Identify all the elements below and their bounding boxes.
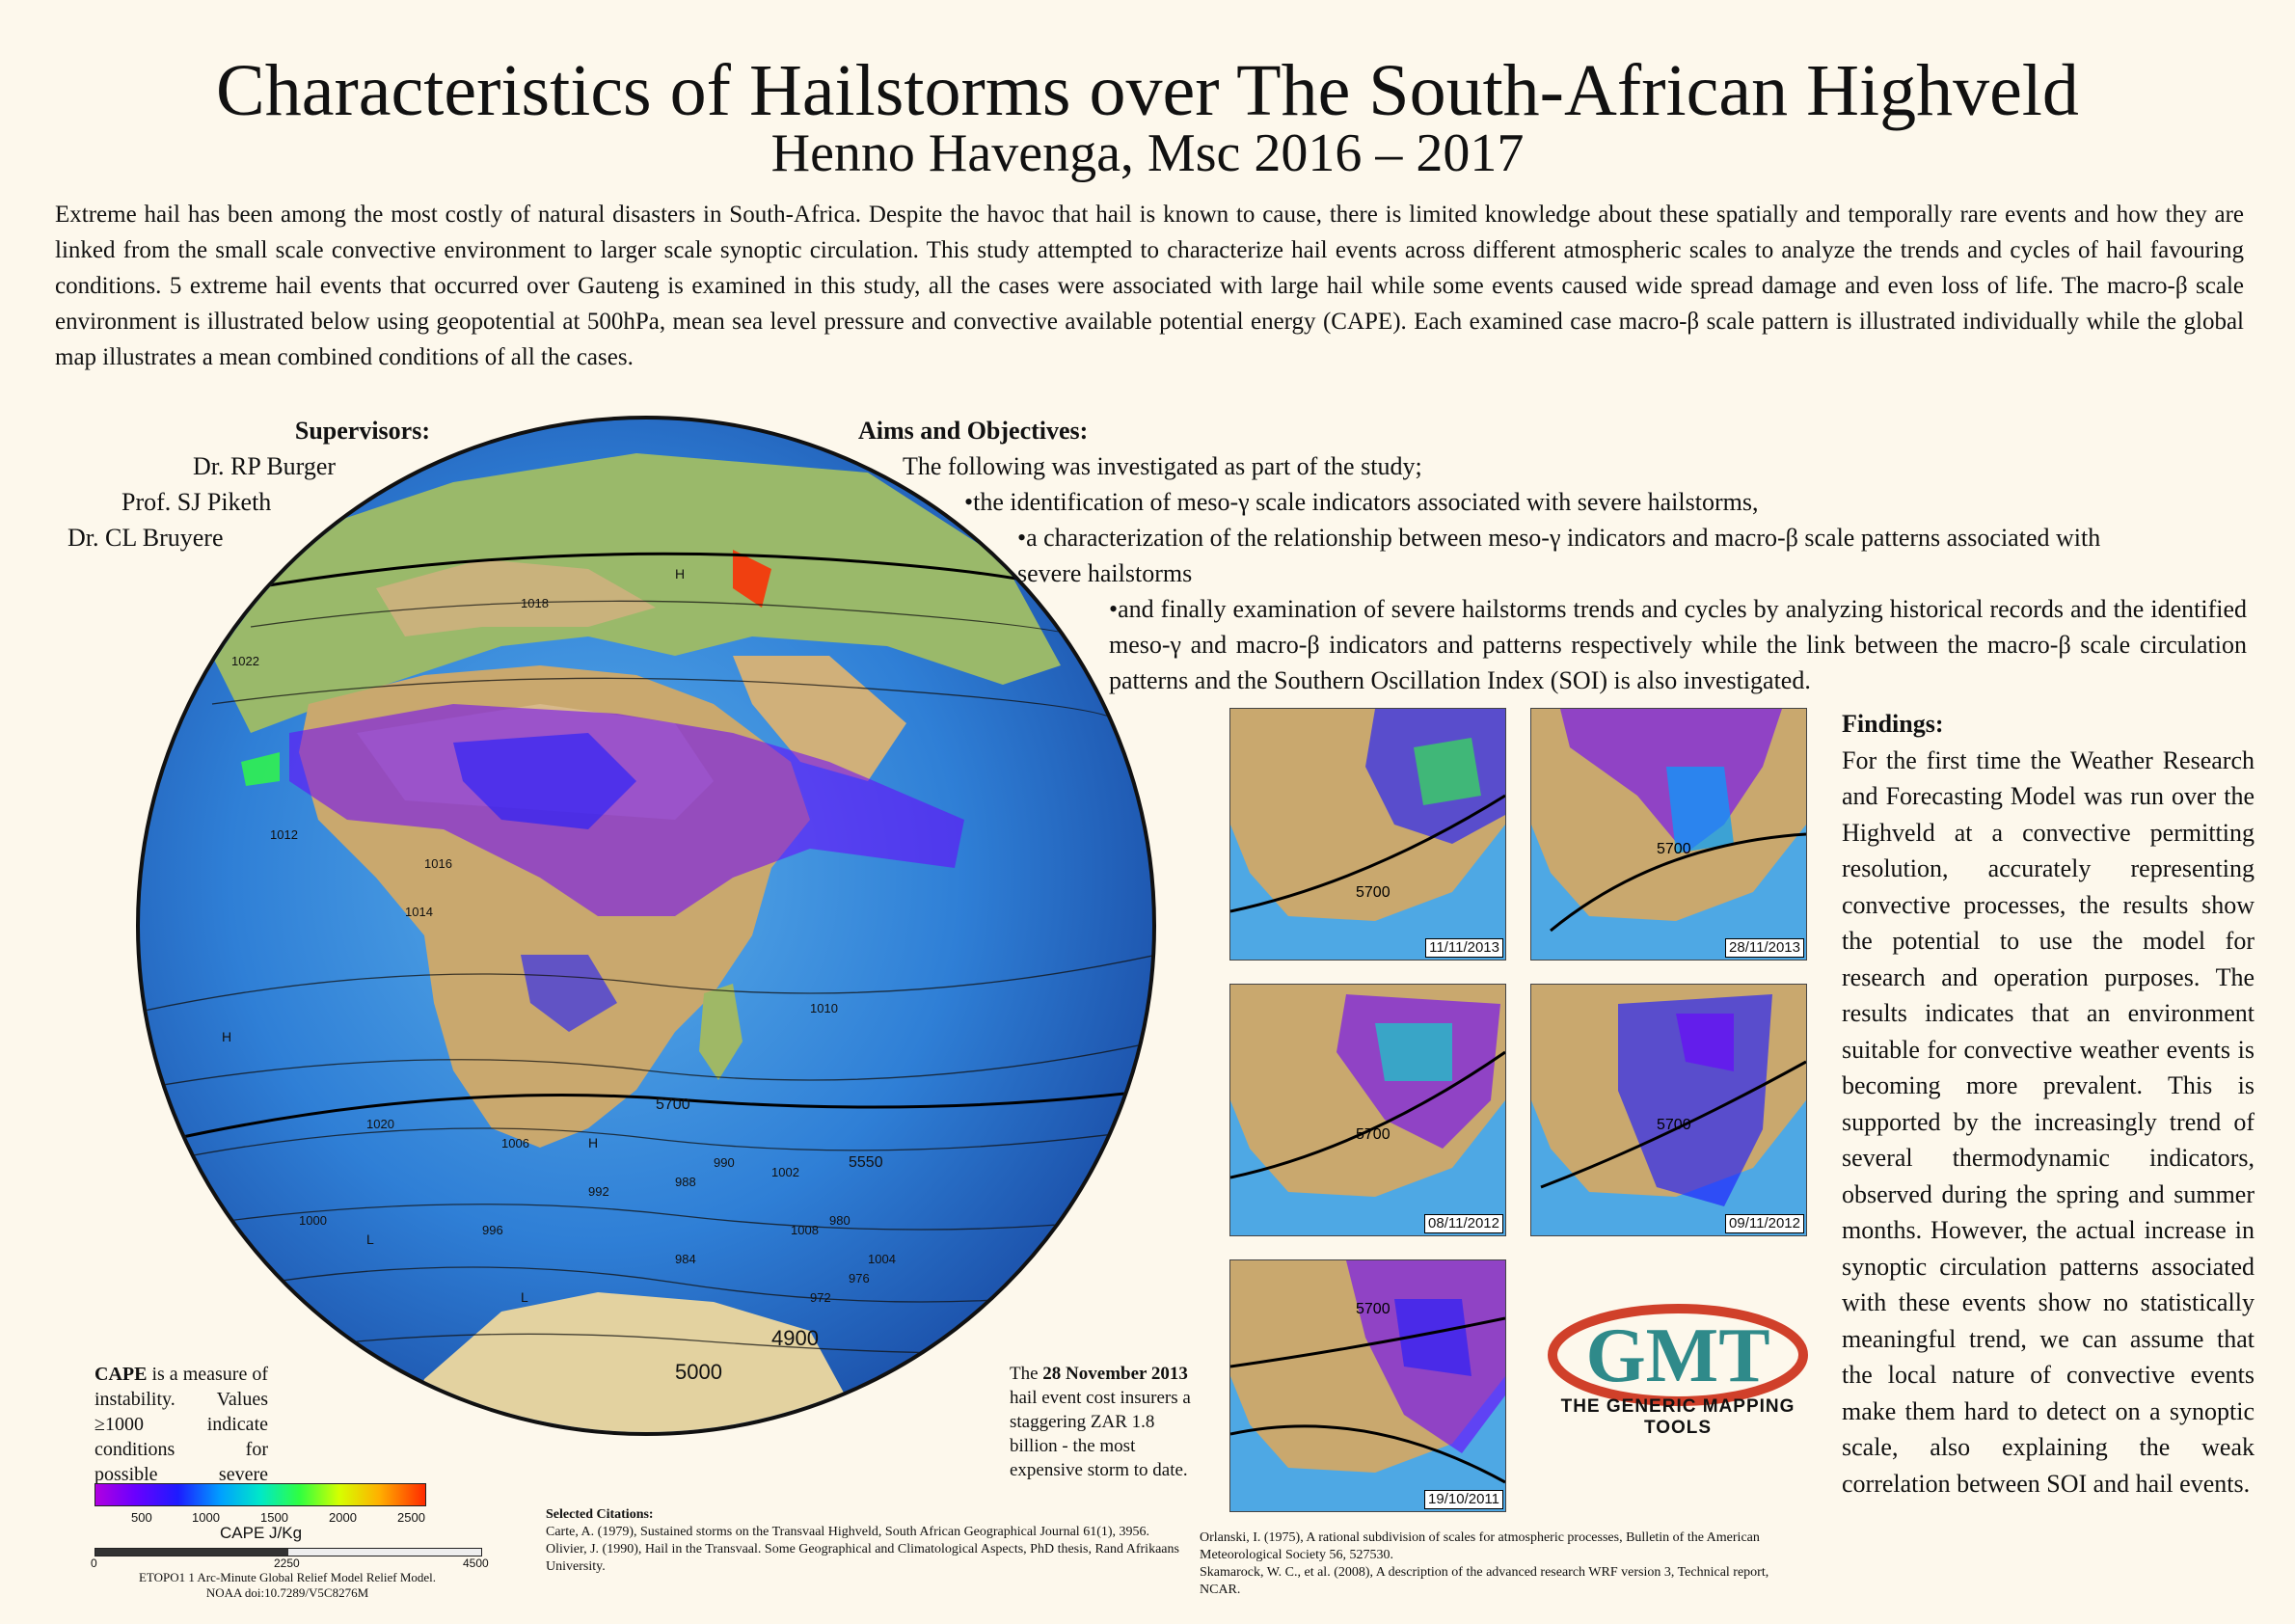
colorbar-label: CAPE J/Kg: [220, 1524, 303, 1542]
abstract-text: Extreme hail has been among the most cos…: [55, 202, 2244, 370]
contour-label: 980: [829, 1213, 850, 1228]
relief-scalebar: [94, 1548, 482, 1556]
contour-label: 972: [810, 1290, 831, 1305]
contour-label: 5700: [1657, 1117, 1691, 1133]
contour-label: 984: [675, 1252, 696, 1266]
contour-label: 5700: [1356, 1126, 1390, 1143]
citation-item: Skamarock, W. C., et al. (2008), A descr…: [1200, 1565, 1769, 1597]
contour-label: 1018: [521, 596, 549, 610]
cape-term: CAPE: [94, 1364, 148, 1385]
contour-label: 992: [588, 1184, 609, 1199]
citation-item: Orlanski, I. (1975), A rational subdivis…: [1200, 1530, 1760, 1562]
case-map-1: 5700 11/11/2013: [1229, 708, 1506, 961]
aims-item: •and finally examination of severe hails…: [1109, 595, 2247, 694]
contour-label: 996: [482, 1223, 503, 1237]
citations-right: Orlanski, I. (1975), A rational subdivis…: [1200, 1529, 1807, 1599]
contour-label: 5700: [1356, 1301, 1390, 1317]
contour-label: 1020: [366, 1117, 394, 1131]
relief-source: ETOPO1 1 Arc-Minute Global Relief Model …: [94, 1570, 480, 1601]
contour-label: 988: [675, 1175, 696, 1189]
contour-label: 1012: [270, 827, 298, 842]
gmt-logo-mark: GMT: [1585, 1313, 1769, 1398]
high-marker: H: [222, 1029, 231, 1044]
findings-block: Findings: For the first time the Weather…: [1842, 706, 2254, 1502]
cape-note-text: is a measure of instability. Values ≥100…: [94, 1364, 268, 1510]
aims-block: Aims and Objectives: The following was i…: [858, 413, 2247, 698]
contour-label: 5700: [656, 1096, 690, 1113]
supervisors-block: Supervisors: Dr. RP Burger Prof. SJ Pike…: [39, 413, 434, 555]
poster-title: Characteristics of Hailstorms over The S…: [216, 50, 2079, 131]
case-map-4: 5700 09/11/2012: [1530, 984, 1807, 1236]
contour-label: 4900: [771, 1326, 819, 1350]
case-map-5: 5700 19/10/2011: [1229, 1259, 1506, 1512]
contour-label: 1016: [424, 856, 452, 871]
colorbar-tick: 2000: [329, 1510, 357, 1525]
low-marker: L: [521, 1289, 528, 1305]
cape-note: CAPE is a measure of instability. Values…: [94, 1362, 268, 1512]
findings-text: For the first time the Weather Research …: [1842, 745, 2254, 1498]
relief-source-name: ETOPO1 1 Arc-Minute Global Relief Model …: [138, 1570, 437, 1584]
contour-label: 1002: [771, 1165, 799, 1179]
gmt-logo-text: THE GENERIC MAPPING TOOLS: [1560, 1396, 1796, 1438]
aims-item: •the identification of meso-γ scale indi…: [964, 488, 1759, 516]
supervisor-name: Dr. CL Bruyere: [68, 524, 224, 552]
citations-left: Selected Citations: Carte, A. (1979), Su…: [546, 1506, 1192, 1576]
scalebar-tick: 0: [91, 1556, 97, 1570]
gmt-logo: GMT: [1548, 1304, 1808, 1406]
high-marker: H: [675, 566, 685, 582]
supervisors-heading: Supervisors:: [294, 417, 430, 445]
case-date-label: 19/10/2011: [1424, 1490, 1503, 1509]
high-marker: H: [588, 1135, 598, 1150]
contour-label: 1010: [810, 1001, 838, 1015]
low-marker: L: [366, 1232, 374, 1247]
contour-label: 1006: [501, 1136, 529, 1150]
contour-label: 1004: [868, 1252, 896, 1266]
colorbar-tick: 1000: [192, 1510, 220, 1525]
case-date-label: 09/11/2012: [1725, 1214, 1804, 1233]
storm-note-prefix: The: [1010, 1364, 1043, 1384]
scalebar-tick: 4500: [463, 1556, 489, 1570]
cape-colorbar: [94, 1483, 426, 1506]
relief-source-doi: NOAA doi:10.7289/V5C8276M: [205, 1585, 369, 1600]
scalebar-tick: 2250: [274, 1556, 300, 1570]
contour-label: 1014: [405, 905, 433, 919]
contour-label: 990: [714, 1155, 735, 1170]
contour-label: 1008: [791, 1223, 819, 1237]
contour-label: 1000: [299, 1213, 327, 1228]
citations-heading: Selected Citations:: [546, 1507, 654, 1522]
citation-item: Carte, A. (1979), Sustained storms on th…: [546, 1525, 1150, 1539]
colorbar-tick: 1500: [260, 1510, 288, 1525]
storm-note-text: hail event cost insurers a staggering ZA…: [1010, 1388, 1191, 1480]
contour-label: 5700: [1356, 884, 1390, 901]
case-date-label: 08/11/2012: [1424, 1214, 1503, 1233]
colorbar-tick: 2500: [397, 1510, 425, 1525]
contour-label: 1022: [231, 654, 259, 668]
contour-label: 5700: [1657, 841, 1691, 857]
contour-label: 5550: [849, 1154, 883, 1171]
aims-heading: Aims and Objectives:: [858, 417, 1089, 445]
case-date-label: 28/11/2013: [1725, 938, 1804, 958]
case-date-label: 11/11/2013: [1425, 938, 1503, 958]
findings-heading: Findings:: [1842, 710, 1944, 738]
aims-item: •a characterization of the relationship …: [1017, 524, 2101, 587]
contour-label: 5000: [675, 1360, 722, 1384]
case-map-2: 5700 28/11/2013: [1530, 708, 1807, 961]
global-map: 1018 1016 1014 1012 1010 1008 1020 1022 …: [136, 416, 1156, 1436]
aims-intro: The following was investigated as part o…: [903, 452, 1422, 480]
colorbar-tick: 500: [131, 1510, 152, 1525]
storm-note: The 28 November 2013 hail event cost ins…: [1010, 1362, 1202, 1482]
case-map-3: 5700 08/11/2012: [1229, 984, 1506, 1236]
storm-date: 28 November 2013: [1042, 1364, 1188, 1384]
supervisor-name: Prof. SJ Piketh: [122, 488, 272, 516]
contour-label: 976: [849, 1271, 870, 1286]
supervisor-name: Dr. RP Burger: [193, 452, 337, 480]
poster-subtitle: Henno Havenga, Msc 2016 – 2017: [770, 123, 1525, 183]
citation-item: Olivier, J. (1990), Hail in the Transvaa…: [546, 1542, 1179, 1574]
